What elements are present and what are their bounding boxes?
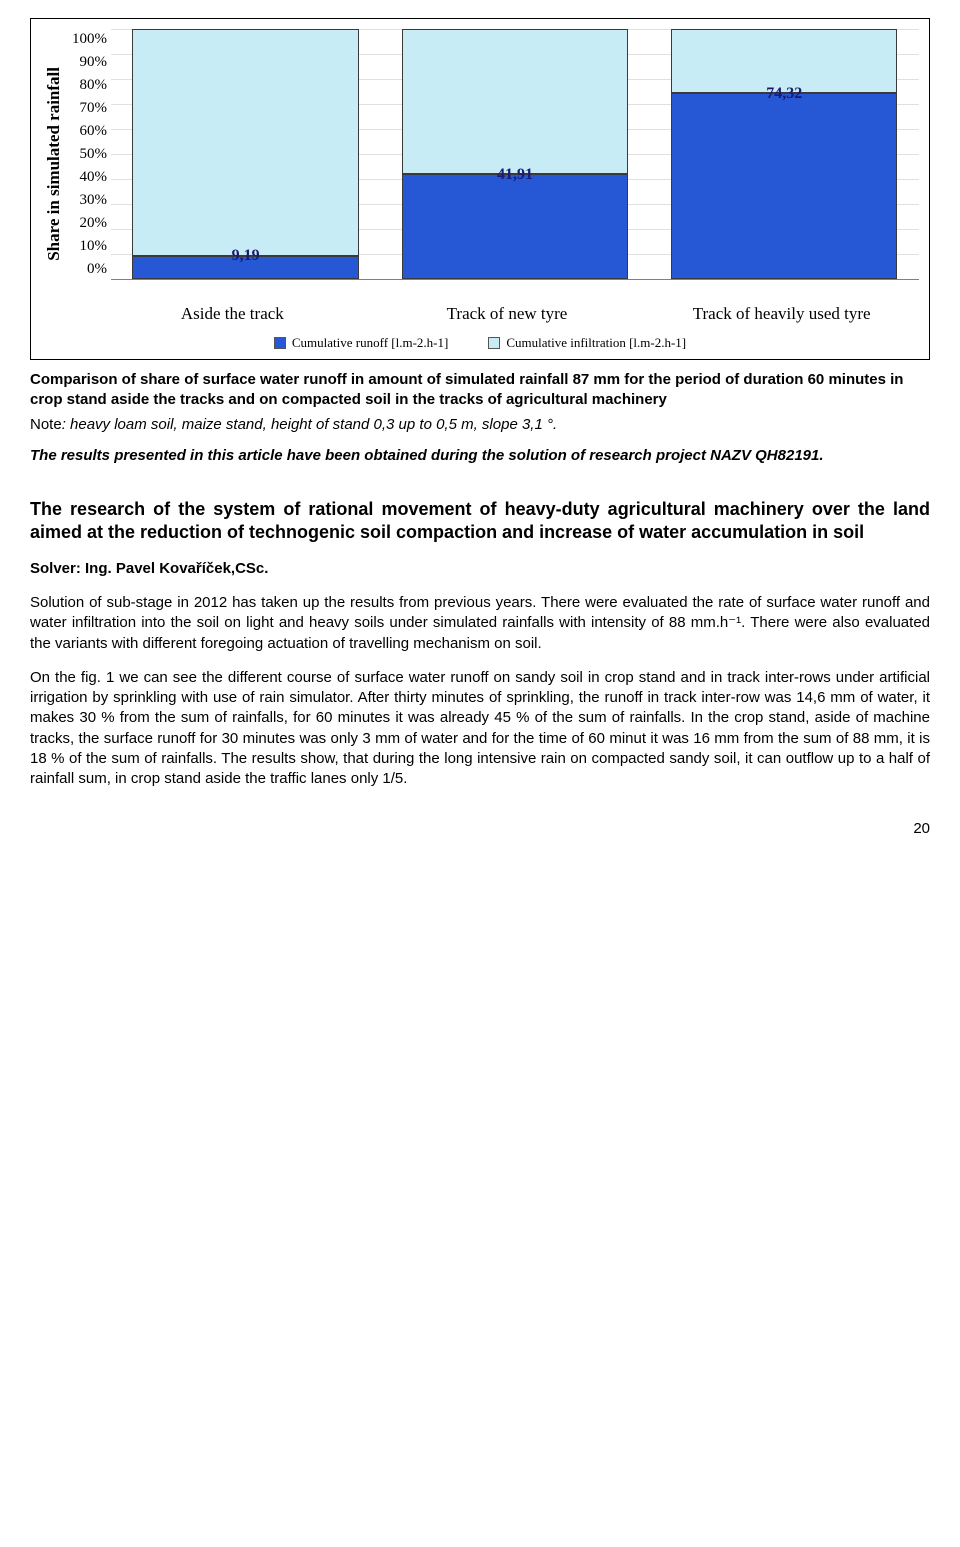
bar-segment-infiltration: [132, 29, 358, 256]
legend-label: Cumulative runoff [l.m-2.h-1]: [292, 334, 448, 352]
solver-line: Solver: Ing. Pavel Kovaříček,CSc.: [30, 559, 930, 579]
bar-column: 74,32: [671, 29, 897, 279]
section-title: The research of the system of rational m…: [30, 498, 930, 545]
y-axis-ticks: 100% 90% 80% 70% 60% 50% 40% 30% 20% 10% 0%: [68, 29, 111, 279]
bar-segment-runoff: [132, 256, 358, 279]
bar-segment-infiltration: [671, 29, 897, 93]
page-number: 20: [30, 819, 930, 839]
y-tick: 40%: [79, 167, 107, 187]
bar-segment-runoff: [671, 93, 897, 279]
legend-swatch: [274, 337, 286, 349]
legend-item: Cumulative infiltration [l.m-2.h-1]: [488, 334, 686, 352]
y-tick: 80%: [79, 75, 107, 95]
legend-swatch: [488, 337, 500, 349]
chart-caption: Comparison of share of surface water run…: [30, 370, 930, 409]
chart-area: Share in simulated rainfall 100% 90% 80% 70…: [41, 29, 919, 299]
x-tick: Aside the track: [117, 303, 348, 326]
y-tick: 30%: [79, 190, 107, 210]
y-axis-label: Share in simulated rainfall: [41, 67, 68, 261]
y-tick: 70%: [79, 98, 107, 118]
bar-column: 9,19: [132, 29, 358, 279]
bar-segment-runoff: [402, 174, 628, 279]
acknowledgement: The results presented in this article ha…: [30, 446, 930, 466]
y-tick: 0%: [87, 259, 107, 279]
bar-column: 41,91: [402, 29, 628, 279]
note-prefix: Note: [30, 416, 62, 433]
legend-item: Cumulative runoff [l.m-2.h-1]: [274, 334, 448, 352]
chart-frame: Share in simulated rainfall 100% 90% 80% 70…: [30, 18, 930, 360]
body-paragraph: On the fig. 1 we can see the different c…: [30, 668, 930, 790]
chart-legend: Cumulative runoff [l.m-2.h-1] Cumulative …: [41, 326, 919, 354]
legend-label: Cumulative infiltration [l.m-2.h-1]: [506, 334, 686, 352]
body-paragraph: Solution of sub-stage in 2012 has taken …: [30, 593, 930, 654]
x-tick: Track of heavily used tyre: [666, 303, 897, 326]
chart-note: Note: heavy loam soil, maize stand, heig…: [30, 415, 930, 435]
y-tick: 100%: [72, 29, 107, 49]
y-tick: 60%: [79, 121, 107, 141]
note-body: : heavy loam soil, maize stand, height o…: [62, 416, 557, 433]
x-axis-ticks: Aside the track Track of new tyre Track of…: [95, 299, 919, 326]
chart-plot: 9,1941,9174,32: [111, 29, 919, 279]
x-tick: Track of new tyre: [392, 303, 623, 326]
bar-segment-infiltration: [402, 29, 628, 174]
y-tick: 50%: [79, 144, 107, 164]
y-tick: 20%: [79, 213, 107, 233]
y-tick: 90%: [79, 52, 107, 72]
y-tick: 10%: [79, 236, 107, 256]
